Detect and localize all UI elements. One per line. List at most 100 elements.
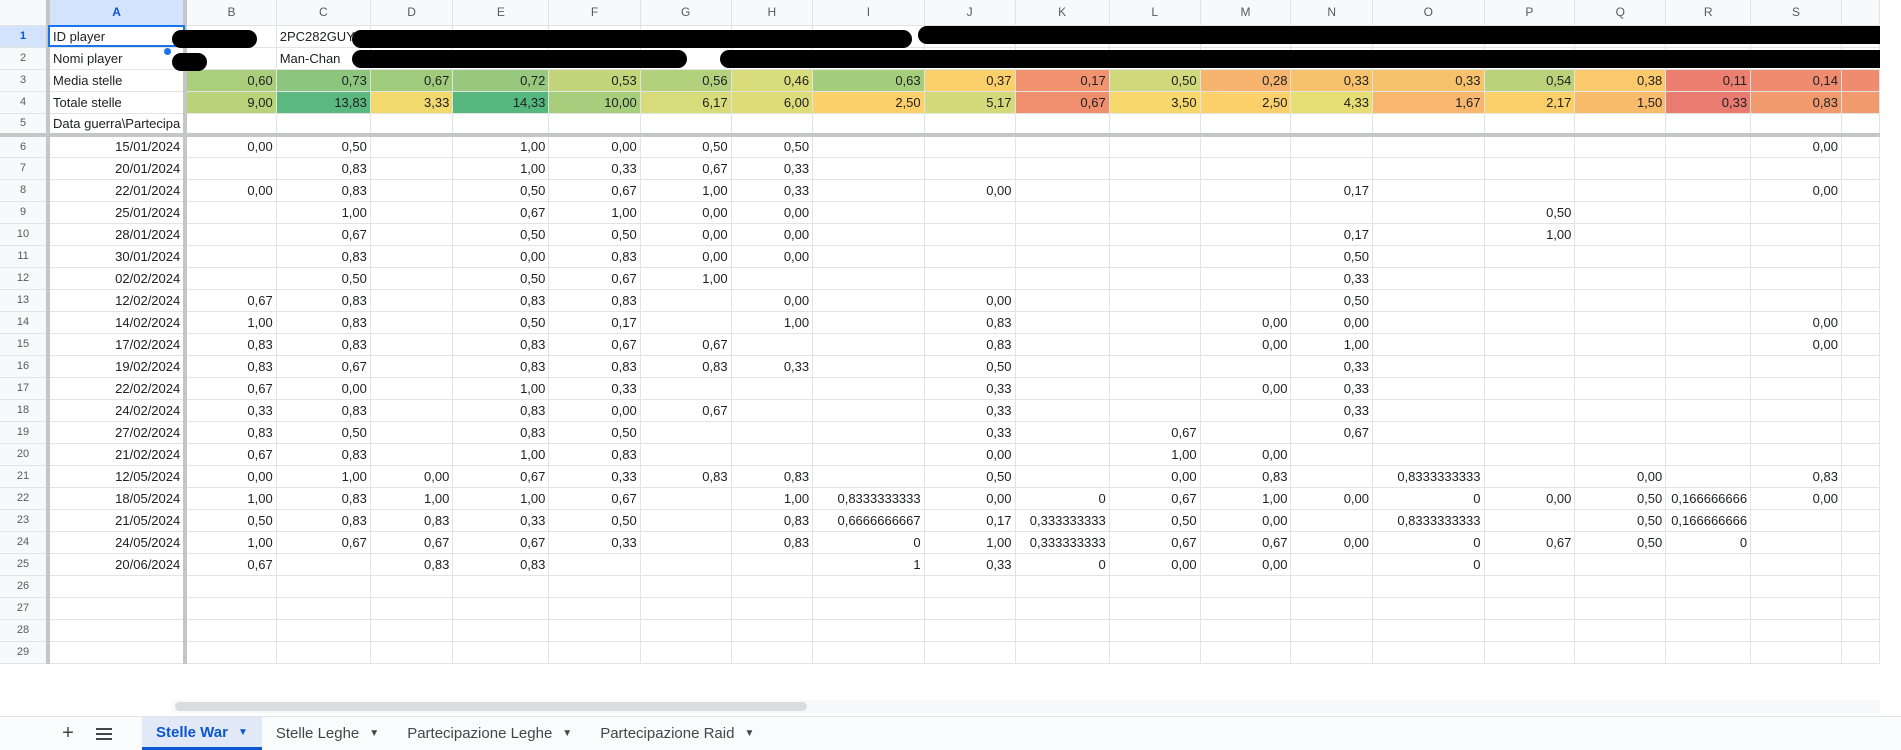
cell-d25[interactable]: 0,83 bbox=[370, 553, 454, 576]
cell-r10[interactable] bbox=[1665, 223, 1752, 246]
cell-c19[interactable]: 0,50 bbox=[276, 421, 371, 444]
cell-o23[interactable]: 0,8333333333 bbox=[1372, 509, 1485, 532]
cell-l20[interactable]: 1,00 bbox=[1109, 443, 1201, 466]
cell-p24[interactable]: 0,67 bbox=[1484, 531, 1576, 554]
cell-i21[interactable] bbox=[812, 465, 925, 488]
cell-i27[interactable] bbox=[812, 597, 925, 620]
cell-e19[interactable]: 0,83 bbox=[452, 421, 550, 444]
cell-h3[interactable]: 0,46 bbox=[731, 69, 814, 92]
cell-d15[interactable] bbox=[370, 333, 454, 356]
cell-d27[interactable] bbox=[370, 597, 454, 620]
cell-s17[interactable] bbox=[1750, 377, 1842, 400]
cell-date[interactable]: 18/05/2024 bbox=[48, 487, 188, 510]
cell-h25[interactable] bbox=[731, 553, 814, 576]
cell-p16[interactable] bbox=[1484, 355, 1576, 378]
cell-i11[interactable] bbox=[812, 245, 925, 268]
cell-e14[interactable]: 0,50 bbox=[452, 311, 550, 334]
cell-f9[interactable]: 1,00 bbox=[548, 201, 641, 224]
cell-f12[interactable]: 0,67 bbox=[548, 267, 641, 290]
cell-p21[interactable] bbox=[1484, 465, 1576, 488]
cell-l11[interactable] bbox=[1109, 245, 1201, 268]
cell-m10[interactable] bbox=[1200, 223, 1292, 246]
cell-i19[interactable] bbox=[812, 421, 925, 444]
cell-g21[interactable]: 0,83 bbox=[640, 465, 732, 488]
column-header-r[interactable]: R bbox=[1665, 0, 1752, 26]
cell-b9[interactable] bbox=[185, 201, 277, 224]
cell-i18[interactable] bbox=[812, 399, 925, 422]
cell-i4[interactable]: 2,50 bbox=[812, 91, 925, 114]
cell-b7[interactable] bbox=[185, 157, 277, 180]
cell-g16[interactable]: 0,83 bbox=[640, 355, 732, 378]
cell-o20[interactable] bbox=[1372, 443, 1485, 466]
cell-j6[interactable] bbox=[924, 135, 1016, 158]
cell-j14[interactable]: 0,83 bbox=[924, 311, 1016, 334]
cell-e29[interactable] bbox=[452, 641, 550, 664]
cell-r16[interactable] bbox=[1665, 355, 1752, 378]
cell-extra[interactable] bbox=[1841, 619, 1880, 642]
caret-down-icon[interactable]: ▼ bbox=[237, 726, 248, 738]
cell-h6[interactable]: 0,50 bbox=[731, 135, 814, 158]
cell-e10[interactable]: 0,50 bbox=[452, 223, 550, 246]
cell-e23[interactable]: 0,33 bbox=[452, 509, 550, 532]
cell-q9[interactable] bbox=[1574, 201, 1667, 224]
cell-h10[interactable]: 0,00 bbox=[731, 223, 814, 246]
sheet-tab-partecipazione-leghe[interactable]: Partecipazione Leghe ▼ bbox=[393, 717, 586, 750]
cell-r5[interactable] bbox=[1665, 113, 1752, 137]
row-header-18[interactable]: 18 bbox=[0, 399, 51, 422]
cell-e9[interactable]: 0,67 bbox=[452, 201, 550, 224]
cell-b20[interactable]: 0,67 bbox=[185, 443, 277, 466]
cell-s19[interactable] bbox=[1750, 421, 1842, 444]
cell-date[interactable]: 19/02/2024 bbox=[48, 355, 188, 378]
row-header-16[interactable]: 16 bbox=[0, 355, 51, 378]
row-header-7[interactable]: 7 bbox=[0, 157, 51, 180]
cell-q11[interactable] bbox=[1574, 245, 1667, 268]
cell-r14[interactable] bbox=[1665, 311, 1752, 334]
cell-d29[interactable] bbox=[370, 641, 454, 664]
cell-c15[interactable]: 0,83 bbox=[276, 333, 371, 356]
cell-r27[interactable] bbox=[1665, 597, 1752, 620]
cell-extra[interactable] bbox=[1841, 245, 1880, 268]
column-header-m[interactable]: M bbox=[1200, 0, 1292, 26]
cell-l14[interactable] bbox=[1109, 311, 1201, 334]
cell-e20[interactable]: 1,00 bbox=[452, 443, 550, 466]
column-header-p[interactable]: P bbox=[1484, 0, 1576, 26]
column-header-f[interactable]: F bbox=[548, 0, 641, 26]
cell-q18[interactable] bbox=[1574, 399, 1667, 422]
row-header-2[interactable]: 2 bbox=[0, 47, 51, 70]
cell-q7[interactable] bbox=[1574, 157, 1667, 180]
cell-q25[interactable] bbox=[1574, 553, 1667, 576]
cell-p13[interactable] bbox=[1484, 289, 1576, 312]
cell-e5[interactable] bbox=[452, 113, 550, 137]
cell-k16[interactable] bbox=[1015, 355, 1110, 378]
cell-j13[interactable]: 0,00 bbox=[924, 289, 1016, 312]
cell-b23[interactable]: 0,50 bbox=[185, 509, 277, 532]
cell-c14[interactable]: 0,83 bbox=[276, 311, 371, 334]
cell-q29[interactable] bbox=[1574, 641, 1667, 664]
cell-q19[interactable] bbox=[1574, 421, 1667, 444]
cell-p17[interactable] bbox=[1484, 377, 1576, 400]
cell-extra[interactable] bbox=[1841, 333, 1880, 356]
cell-q22[interactable]: 0,50 bbox=[1574, 487, 1667, 510]
cell-b18[interactable]: 0,33 bbox=[185, 399, 277, 422]
cell-n25[interactable] bbox=[1290, 553, 1373, 576]
cell-date[interactable]: 28/01/2024 bbox=[48, 223, 188, 246]
cell-extra[interactable] bbox=[1841, 421, 1880, 444]
cell-r9[interactable] bbox=[1665, 201, 1752, 224]
cell-k6[interactable] bbox=[1015, 135, 1110, 158]
cell-q6[interactable] bbox=[1574, 135, 1667, 158]
cell-r3[interactable]: 0,11 bbox=[1665, 69, 1752, 92]
cell-h28[interactable] bbox=[731, 619, 814, 642]
cell-j26[interactable] bbox=[924, 575, 1016, 598]
cell-j10[interactable] bbox=[924, 223, 1016, 246]
sheet-tab-stelle-war[interactable]: Stelle War ▼ bbox=[142, 717, 262, 750]
cell-date[interactable]: 15/01/2024 bbox=[48, 135, 188, 158]
cell-o7[interactable] bbox=[1372, 157, 1485, 180]
cell-q24[interactable]: 0,50 bbox=[1574, 531, 1667, 554]
cell-f21[interactable]: 0,33 bbox=[548, 465, 641, 488]
cell-f24[interactable]: 0,33 bbox=[548, 531, 641, 554]
cell-extra[interactable] bbox=[1841, 597, 1880, 620]
cell-i9[interactable] bbox=[812, 201, 925, 224]
cell-g6[interactable]: 0,50 bbox=[640, 135, 732, 158]
cell-g22[interactable] bbox=[640, 487, 732, 510]
caret-down-icon[interactable]: ▼ bbox=[562, 728, 573, 739]
